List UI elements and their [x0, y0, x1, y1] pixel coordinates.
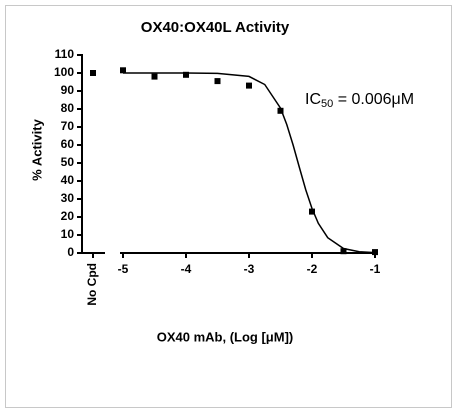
fit-curve: [123, 72, 376, 254]
y-tick-label: 30: [61, 191, 75, 205]
annotation-text: IC: [305, 91, 321, 108]
y-axis-label: % Activity: [29, 118, 44, 180]
y-tick-label: 100: [54, 65, 74, 79]
y-tick-label: 60: [61, 137, 75, 151]
x-tick-label: -4: [181, 262, 192, 276]
data-point: [120, 67, 126, 74]
data-point: [277, 107, 284, 114]
data-point: [183, 71, 189, 78]
data-point: [151, 73, 158, 80]
annotation-subscript: 50: [321, 98, 333, 110]
y-tick-label: 80: [61, 101, 75, 115]
annotation: IC50 = 0.006μM: [305, 91, 414, 110]
y-tick-label: 40: [61, 173, 75, 187]
y-tick-label: 110: [55, 47, 75, 61]
data-point: [246, 82, 252, 89]
data-point: [340, 248, 347, 255]
data-point: [214, 78, 221, 85]
y-tick-label: 50: [61, 155, 75, 169]
data-point: [309, 208, 315, 215]
y-tick-label: 90: [61, 83, 75, 97]
x-tick-label: -1: [370, 262, 381, 276]
x-tick-label: -3: [244, 262, 255, 276]
x-tick-label: -2: [307, 262, 318, 276]
y-tick-label: 10: [61, 227, 75, 241]
y-tick-label: 70: [61, 119, 75, 133]
x-tick-label: No Cpd: [85, 263, 99, 306]
y-tick-label: 0: [67, 245, 74, 259]
annotation-rest: = 0.006μM: [333, 91, 414, 108]
y-tick-label: 20: [61, 209, 75, 223]
control-point: [90, 70, 96, 76]
x-axis-label: OX40 mAb, (Log [μM]): [157, 329, 294, 344]
data-point: [372, 249, 378, 256]
x-tick-label: -5: [118, 262, 129, 276]
chart-title: OX40:OX40L Activity: [141, 19, 290, 36]
